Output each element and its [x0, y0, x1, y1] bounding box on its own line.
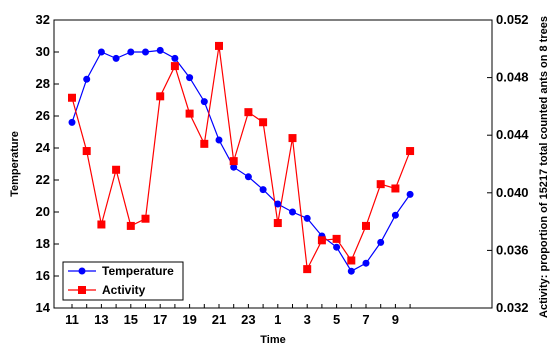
temperature-point — [244, 173, 252, 181]
activity-point — [82, 147, 91, 156]
left-tick-label: 30 — [36, 44, 50, 59]
activity-point — [141, 214, 150, 223]
temperature-point — [347, 267, 355, 275]
x-tick-label: 13 — [94, 312, 108, 327]
x-tick-label: 11 — [65, 312, 79, 327]
legend-activity-label: Activity — [102, 283, 146, 297]
legend-activity-marker — [78, 286, 86, 294]
temperature-point — [406, 190, 414, 198]
x-tick-label: 9 — [392, 312, 399, 327]
temperature-point — [200, 98, 208, 106]
left-tick-label: 16 — [36, 268, 50, 283]
temperature-point — [259, 186, 267, 194]
temperature-point — [112, 54, 120, 62]
legend: Temperature Activity — [62, 261, 184, 301]
left-axis-ticks: 14 16 18 20 22 24 26 28 30 32 — [36, 12, 59, 315]
temperature-point — [127, 48, 135, 56]
x-tick-label: 23 — [241, 312, 255, 327]
x-tick-label: 17 — [153, 312, 167, 327]
activity-point — [317, 236, 326, 245]
x-tick-label: 3 — [304, 312, 311, 327]
left-tick-label: 22 — [36, 172, 50, 187]
x-tick-label: 1 — [274, 312, 281, 327]
right-tick-label: 0.040 — [496, 185, 529, 200]
temperature-point — [142, 48, 149, 56]
temperature-point — [362, 259, 370, 267]
activity-point — [288, 134, 297, 143]
activity-point — [200, 139, 209, 148]
activity-point — [347, 256, 356, 265]
activity-point — [215, 41, 223, 50]
activity-point — [112, 165, 121, 174]
temperature-point — [156, 46, 164, 54]
left-tick-label: 18 — [36, 236, 50, 251]
legend-temperature-marker — [78, 267, 86, 275]
right-tick-label: 0.052 — [496, 12, 529, 27]
temperature-point — [289, 208, 296, 216]
activity-point — [244, 108, 253, 117]
activity-point — [97, 220, 106, 229]
right-axis-title: Activity: proportion of 15217 total coun… — [538, 16, 550, 318]
left-tick-label: 26 — [36, 108, 50, 123]
activity-point — [229, 157, 238, 166]
temperature-point — [68, 118, 76, 126]
left-tick-label: 32 — [36, 12, 50, 27]
temperature-point — [230, 163, 238, 171]
temperature-point — [303, 214, 311, 222]
temperature-point — [377, 238, 385, 246]
temperature-point — [274, 200, 282, 208]
left-tick-label: 24 — [36, 140, 51, 155]
plot-area — [53, 19, 493, 309]
activity-point — [185, 109, 194, 118]
series-layer — [68, 41, 415, 275]
x-tick-label: 15 — [124, 312, 138, 327]
temperature-point — [171, 54, 179, 62]
right-tick-label: 0.036 — [496, 242, 529, 257]
activity-point — [273, 219, 282, 228]
x-tick-label: 19 — [182, 312, 196, 327]
activity-point — [332, 234, 341, 243]
x-tick-label: 21 — [212, 312, 226, 327]
x-axis-title: Time — [260, 334, 285, 346]
temperature-point — [186, 74, 194, 82]
activity-point — [391, 184, 400, 193]
activity-point — [156, 92, 165, 101]
right-tick-label: 0.048 — [496, 70, 529, 85]
temperature-point — [83, 75, 91, 83]
x-axis-ticks: 11 13 15 17 19 21 23 1 3 5 7 9 — [65, 304, 411, 327]
activity-point — [376, 180, 385, 189]
activity-point — [68, 93, 76, 102]
temperature-point — [215, 136, 223, 144]
left-tick-label: 28 — [36, 76, 50, 91]
activity-point — [170, 62, 179, 71]
x-tick-label: 5 — [333, 312, 340, 327]
activity-series-line — [71, 45, 411, 272]
activity-point — [362, 221, 370, 230]
temperature-point — [97, 48, 105, 56]
right-tick-label: 0.032 — [496, 300, 529, 315]
activity-point — [303, 265, 312, 274]
temperature-point — [391, 211, 399, 219]
right-axis-ticks: 0.032 0.036 0.040 0.044 0.048 0.052 — [487, 12, 529, 315]
left-tick-label: 14 — [36, 300, 51, 315]
left-tick-label: 20 — [36, 204, 50, 219]
activity-point — [259, 118, 268, 127]
right-tick-label: 0.044 — [496, 127, 529, 142]
activity-point — [126, 221, 135, 230]
left-axis-title: Temperature — [9, 131, 21, 197]
legend-temperature-label: Temperature — [102, 264, 174, 278]
temperature-point — [333, 243, 341, 251]
x-tick-label: 7 — [362, 312, 369, 327]
activity-point — [406, 147, 415, 156]
